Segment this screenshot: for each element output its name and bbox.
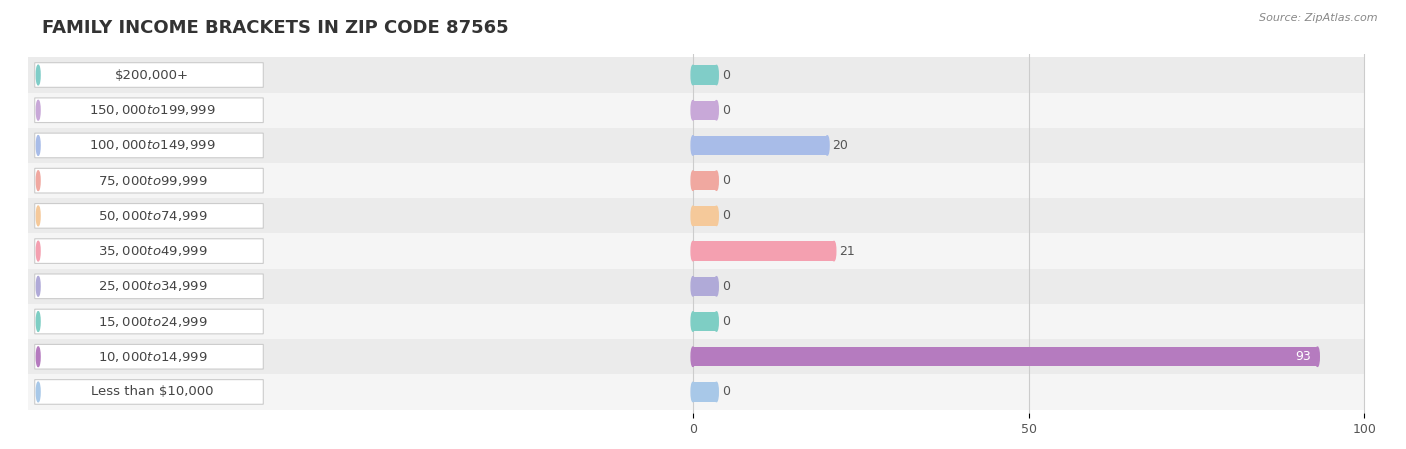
Circle shape (714, 65, 718, 85)
Circle shape (832, 242, 835, 261)
Bar (21, 198, 1364, 233)
Text: FAMILY INCOME BRACKETS IN ZIP CODE 87565: FAMILY INCOME BRACKETS IN ZIP CODE 87565 (42, 19, 508, 37)
Text: $35,000 to $49,999: $35,000 to $49,999 (97, 244, 207, 258)
Circle shape (37, 171, 41, 190)
Bar (693, 312, 717, 331)
Circle shape (37, 241, 41, 261)
Bar (693, 65, 717, 85)
Circle shape (714, 382, 718, 402)
Circle shape (714, 312, 718, 331)
Text: $15,000 to $24,999: $15,000 to $24,999 (97, 314, 207, 329)
Circle shape (692, 242, 695, 261)
Circle shape (37, 277, 41, 296)
FancyBboxPatch shape (35, 239, 263, 264)
Circle shape (37, 206, 41, 226)
Text: 20: 20 (832, 139, 848, 152)
FancyBboxPatch shape (35, 203, 263, 228)
FancyBboxPatch shape (35, 309, 263, 334)
Circle shape (692, 312, 695, 331)
Bar (21, 163, 1364, 198)
Bar (21, 269, 1364, 304)
FancyBboxPatch shape (35, 274, 263, 299)
Text: Less than $10,000: Less than $10,000 (91, 385, 214, 398)
Circle shape (714, 101, 718, 120)
Text: $50,000 to $74,999: $50,000 to $74,999 (97, 209, 207, 223)
Circle shape (825, 136, 830, 155)
Circle shape (692, 347, 695, 366)
Text: $100,000 to $149,999: $100,000 to $149,999 (89, 138, 215, 153)
Text: Source: ZipAtlas.com: Source: ZipAtlas.com (1260, 13, 1378, 23)
Circle shape (692, 206, 695, 225)
Text: 0: 0 (721, 385, 730, 398)
Bar (693, 101, 717, 120)
Bar (693, 347, 1317, 366)
Text: $10,000 to $14,999: $10,000 to $14,999 (97, 350, 207, 364)
Bar (21, 233, 1364, 269)
Bar (693, 206, 717, 225)
Text: $75,000 to $99,999: $75,000 to $99,999 (97, 174, 207, 188)
Text: $150,000 to $199,999: $150,000 to $199,999 (89, 103, 215, 117)
Circle shape (692, 65, 695, 85)
Text: 0: 0 (721, 69, 730, 82)
FancyBboxPatch shape (35, 133, 263, 158)
FancyBboxPatch shape (35, 168, 263, 193)
Circle shape (692, 277, 695, 296)
Circle shape (714, 277, 718, 296)
Circle shape (37, 347, 41, 366)
Circle shape (692, 101, 695, 120)
Bar (21, 374, 1364, 409)
FancyBboxPatch shape (35, 344, 263, 369)
Text: $200,000+: $200,000+ (115, 69, 190, 82)
Circle shape (714, 206, 718, 225)
Bar (21, 57, 1364, 92)
Circle shape (37, 312, 41, 331)
Circle shape (37, 65, 41, 85)
Bar (693, 242, 834, 261)
Bar (21, 92, 1364, 128)
Circle shape (714, 171, 718, 190)
Bar (693, 171, 717, 190)
Circle shape (37, 136, 41, 155)
Text: $25,000 to $34,999: $25,000 to $34,999 (97, 279, 207, 293)
Bar (693, 136, 827, 155)
Circle shape (692, 136, 695, 155)
Text: 93: 93 (1295, 350, 1310, 363)
FancyBboxPatch shape (35, 98, 263, 123)
Text: 21: 21 (839, 245, 855, 258)
Circle shape (692, 382, 695, 402)
Text: 0: 0 (721, 209, 730, 222)
Text: 0: 0 (721, 104, 730, 117)
Text: 0: 0 (721, 315, 730, 328)
Circle shape (37, 101, 41, 120)
Text: 0: 0 (721, 174, 730, 187)
Bar (693, 382, 717, 402)
Bar (21, 128, 1364, 163)
FancyBboxPatch shape (35, 63, 263, 88)
Circle shape (37, 382, 41, 402)
Bar (21, 304, 1364, 339)
Bar (693, 277, 717, 296)
FancyBboxPatch shape (35, 379, 263, 404)
Bar (21, 339, 1364, 374)
Circle shape (692, 171, 695, 190)
Text: 0: 0 (721, 280, 730, 293)
Circle shape (1316, 347, 1319, 366)
